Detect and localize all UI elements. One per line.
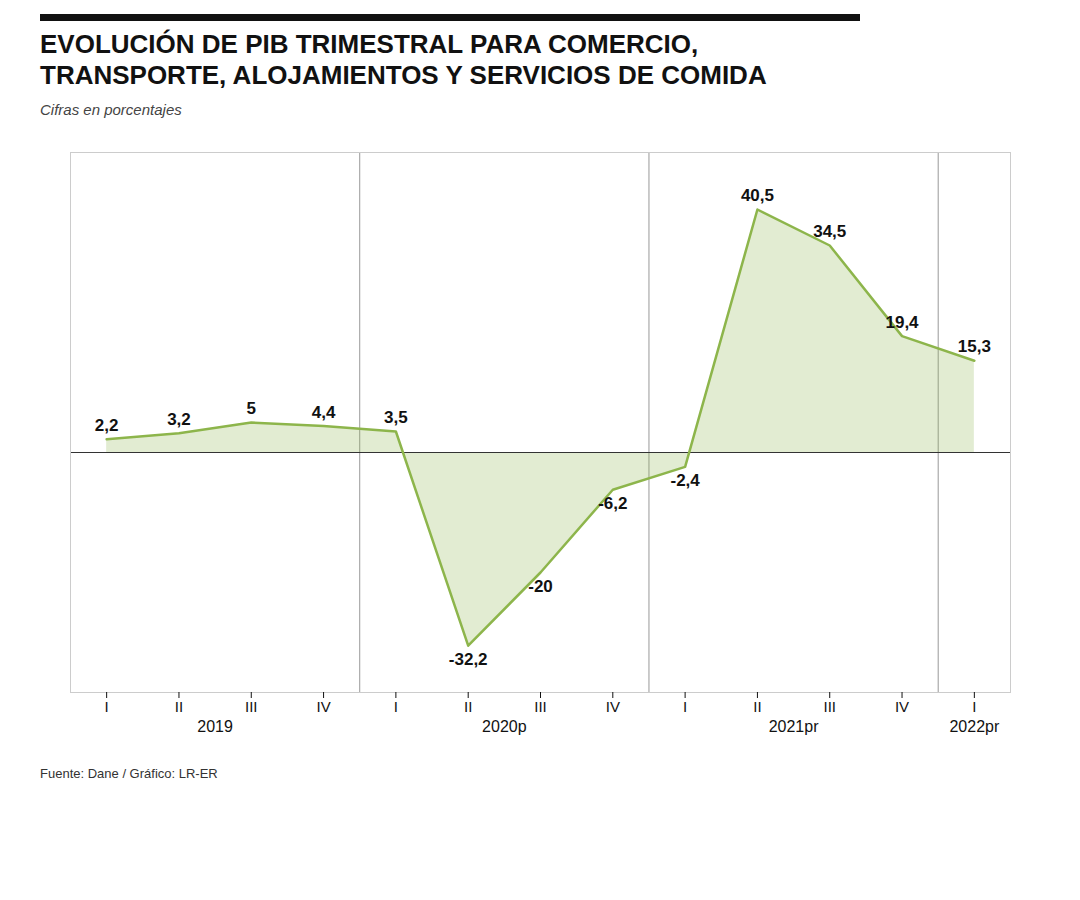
svg-text:2019: 2019 [197, 718, 233, 735]
svg-text:II: II [753, 699, 761, 716]
svg-text:-6,2: -6,2 [598, 495, 627, 514]
svg-text:2,2: 2,2 [95, 416, 119, 435]
svg-text:2020p: 2020p [482, 718, 527, 735]
svg-text:II: II [175, 699, 183, 716]
svg-text:III: III [534, 699, 547, 716]
svg-text:IV: IV [606, 699, 620, 716]
svg-text:3,5: 3,5 [384, 408, 408, 427]
svg-text:3,2: 3,2 [167, 410, 191, 429]
svg-text:III: III [823, 699, 836, 716]
svg-text:I: I [105, 699, 109, 716]
svg-text:2022pr: 2022pr [949, 718, 999, 735]
svg-text:5: 5 [247, 399, 256, 418]
svg-text:-2,4: -2,4 [670, 472, 700, 491]
svg-text:II: II [464, 699, 472, 716]
svg-text:40,5: 40,5 [741, 186, 774, 205]
svg-text:IV: IV [316, 699, 330, 716]
svg-text:19,4: 19,4 [885, 313, 919, 332]
svg-text:2021pr: 2021pr [769, 718, 819, 735]
svg-text:-20: -20 [528, 577, 553, 596]
svg-text:-32,2: -32,2 [449, 651, 488, 670]
svg-text:34,5: 34,5 [813, 222, 846, 241]
svg-text:I: I [972, 699, 976, 716]
html-text:Cifras en porcentajes: Cifras en porcentajes [40, 101, 182, 119]
svg-text:15,3: 15,3 [958, 338, 991, 357]
svg-text:4,4: 4,4 [312, 403, 336, 422]
svg-text:IV: IV [895, 699, 909, 716]
svg-text:I: I [683, 699, 687, 716]
html-text:Fuente: Dane / Gráfico: LR-ER: Fuente: Dane / Gráfico: LR-ER [40, 766, 218, 782]
html-text:EVOLUCIÓN DE PIB TRIMESTRAL PA: EVOLUCIÓN DE PIB TRIMESTRAL PARA COMERCI… [40, 29, 767, 91]
svg-text:III: III [245, 699, 258, 716]
svg-text:I: I [394, 699, 398, 716]
